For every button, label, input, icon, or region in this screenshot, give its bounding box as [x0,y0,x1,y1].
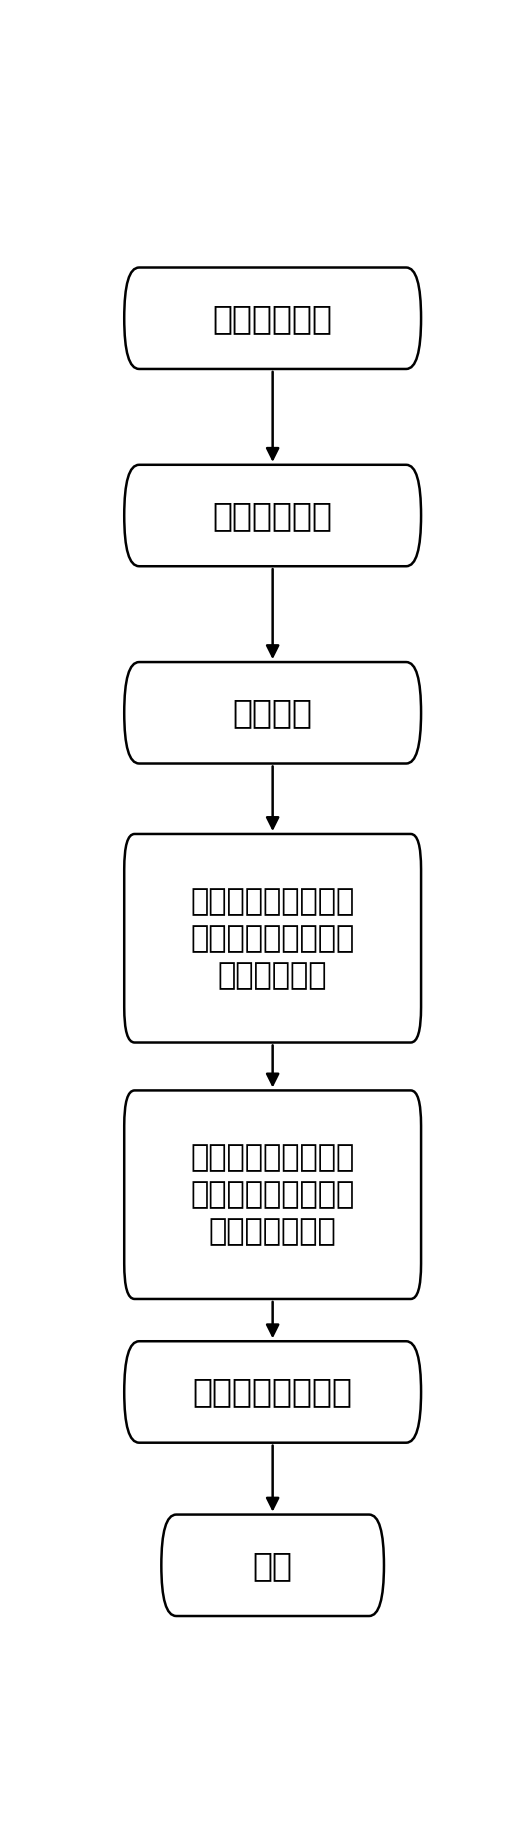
Text: 获取信息: 获取信息 [232,695,313,730]
Text: 完成当前充电调度: 完成当前充电调度 [193,1376,353,1409]
FancyBboxPatch shape [124,662,421,763]
FancyBboxPatch shape [124,267,421,370]
FancyBboxPatch shape [124,1341,421,1442]
Text: 划分充电区域: 划分充电区域 [213,302,332,335]
Text: 各个充电区域中当前
发出充电请求的车辆
的最优充电站点: 各个充电区域中当前 发出充电请求的车辆 的最优充电站点 [190,1144,355,1246]
FancyBboxPatch shape [124,465,421,565]
Text: 分配充电功率: 分配充电功率 [213,500,332,533]
FancyBboxPatch shape [161,1515,384,1616]
FancyBboxPatch shape [124,834,421,1043]
Text: 结束: 结束 [253,1548,293,1581]
FancyBboxPatch shape [124,1091,421,1299]
Text: 将当前发出充电请求
的车辆划分到距离最
近的充电区域: 将当前发出充电请求 的车辆划分到距离最 近的充电区域 [190,888,355,990]
